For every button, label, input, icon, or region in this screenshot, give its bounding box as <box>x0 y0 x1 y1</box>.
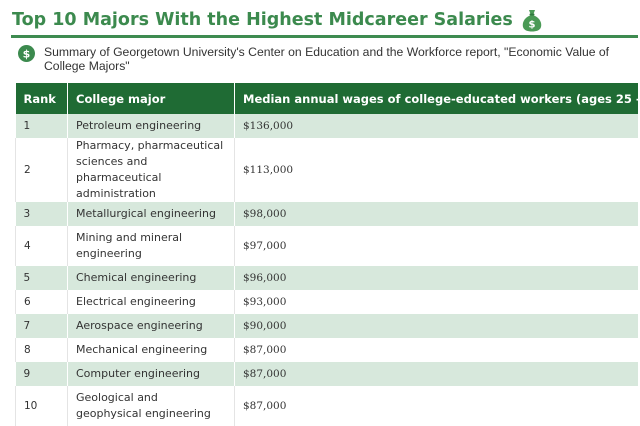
svg-text:$: $ <box>528 20 535 31</box>
wage-cell: $87,000 <box>234 386 638 426</box>
wage-cell: $90,000 <box>234 314 638 338</box>
wage-cell: $97,000 <box>234 226 638 266</box>
rank-cell: 2 <box>15 138 68 202</box>
rank-cell: 6 <box>15 290 68 314</box>
table-row: 1 Petroleum engineering $136,000 <box>15 114 638 138</box>
dollar-circle-icon: $ <box>18 45 35 62</box>
page-title: Top 10 Majors With the Highest Midcareer… <box>12 10 513 30</box>
wage-cell: $96,000 <box>234 266 638 290</box>
summary-text: Summary of Georgetown University's Cente… <box>44 45 610 73</box>
title-row: Top 10 Majors With the Highest Midcareer… <box>12 6 630 34</box>
table-row: 7 Aerospace engineering $90,000 <box>15 314 638 338</box>
major-cell: Pharmacy, pharmaceutical sciences and ph… <box>67 138 235 202</box>
wage-cell: $87,000 <box>234 338 638 362</box>
table-row: 2 Pharmacy, pharmaceutical sciences and … <box>15 138 638 202</box>
column-header-wages: Median annual wages of college-educated … <box>234 83 638 114</box>
major-cell: Electrical engineering <box>67 290 235 314</box>
wage-cell: $87,000 <box>234 362 638 386</box>
major-cell: Chemical engineering <box>67 266 235 290</box>
summary: $ Summary of Georgetown University's Cen… <box>18 45 638 73</box>
table-header-row: Rank College major Median annual wages o… <box>15 83 638 114</box>
rank-cell: 7 <box>15 314 68 338</box>
svg-text:$: $ <box>23 48 31 61</box>
title-divider <box>11 35 638 38</box>
rank-cell: 10 <box>15 386 68 426</box>
table-row: 3 Metallurgical engineering $98,000 <box>15 202 638 226</box>
major-cell: Aerospace engineering <box>67 314 235 338</box>
wage-cell: $93,000 <box>234 290 638 314</box>
column-header-major: College major <box>67 83 235 114</box>
wage-cell: $98,000 <box>234 202 638 226</box>
wage-cell: $113,000 <box>234 138 638 202</box>
rank-cell: 9 <box>15 362 68 386</box>
table-row: 8 Mechanical engineering $87,000 <box>15 338 638 362</box>
rank-cell: 4 <box>15 226 68 266</box>
money-bag-icon: $ <box>522 10 542 32</box>
major-cell: Metallurgical engineering <box>67 202 235 226</box>
table-row: 10 Geological and geophysical engineerin… <box>15 386 638 426</box>
major-cell: Mining and mineral engineering <box>67 226 235 266</box>
table-row: 9 Computer engineering $87,000 <box>15 362 638 386</box>
major-cell: Petroleum engineering <box>67 114 235 138</box>
rank-cell: 8 <box>15 338 68 362</box>
wage-cell: $136,000 <box>234 114 638 138</box>
table-row: 5 Chemical engineering $96,000 <box>15 266 638 290</box>
table-row: 4 Mining and mineral engineering $97,000 <box>15 226 638 266</box>
column-header-rank: Rank <box>15 83 68 114</box>
rank-cell: 1 <box>15 114 68 138</box>
major-cell: Computer engineering <box>67 362 235 386</box>
rank-cell: 5 <box>15 266 68 290</box>
majors-table: Rank College major Median annual wages o… <box>15 83 638 426</box>
major-cell: Geological and geophysical engineering <box>67 386 235 426</box>
rank-cell: 3 <box>15 202 68 226</box>
major-cell: Mechanical engineering <box>67 338 235 362</box>
table-row: 6 Electrical engineering $93,000 <box>15 290 638 314</box>
